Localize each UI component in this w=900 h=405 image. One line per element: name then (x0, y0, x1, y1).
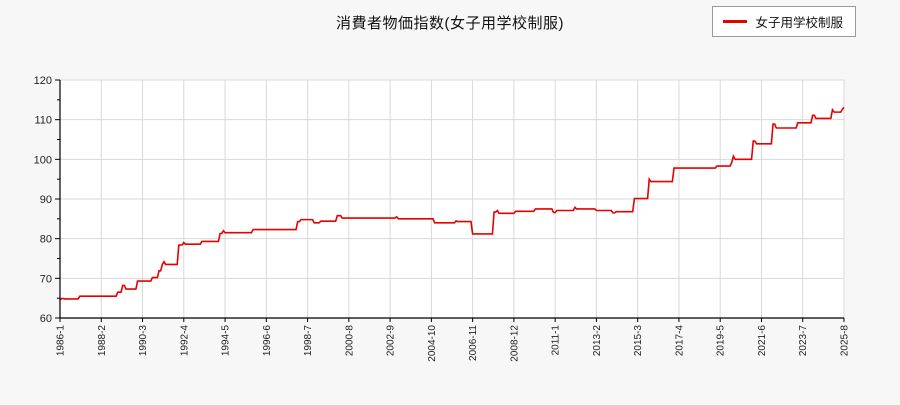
legend: 女子用学校制服 (712, 6, 856, 37)
x-tick-label: 1994-5 (221, 325, 232, 357)
x-tick-label: 1990-3 (138, 325, 149, 357)
y-tick-label: 60 (40, 313, 52, 325)
x-tick-label: 2023-7 (798, 325, 809, 357)
x-tick-label: 2002-9 (386, 325, 397, 357)
x-tick-label: 2017-4 (674, 325, 685, 357)
chart-title: 消費者物価指数(女子用学校制服) (336, 15, 564, 32)
y-tick-label: 120 (34, 75, 52, 87)
x-tick-label: 2006-11 (468, 325, 479, 361)
x-tick-label: 2025-8 (840, 325, 851, 357)
y-tick-label: 80 (40, 234, 52, 246)
x-tick-label: 2008-12 (509, 325, 520, 362)
legend-line-sample-icon (723, 20, 748, 23)
legend-series-label: 女子用学校制服 (755, 16, 843, 30)
y-tick-label: 70 (40, 273, 52, 285)
x-tick-label: 2000-8 (344, 325, 355, 357)
x-tick-label: 1988-2 (97, 325, 108, 357)
x-tick-label: 2004-10 (427, 325, 438, 362)
cpi-series-line (59, 106, 845, 301)
x-tick-label: 2015-3 (633, 325, 644, 357)
y-tick-label: 100 (34, 154, 52, 166)
x-tick-label: 2013-2 (592, 325, 603, 357)
x-tick-label: 1992-4 (179, 325, 190, 357)
y-tick-label: 90 (40, 194, 52, 206)
x-tick-label: 2021-6 (757, 325, 768, 357)
x-tick-label: 2011-1 (551, 325, 562, 356)
x-tick-label: 1998-7 (303, 325, 314, 357)
x-tick-label: 1996-6 (262, 325, 273, 357)
x-tick-label: 1986-1 (56, 325, 67, 357)
x-tick-label: 2019-5 (716, 325, 727, 357)
y-tick-label: 110 (34, 115, 52, 127)
